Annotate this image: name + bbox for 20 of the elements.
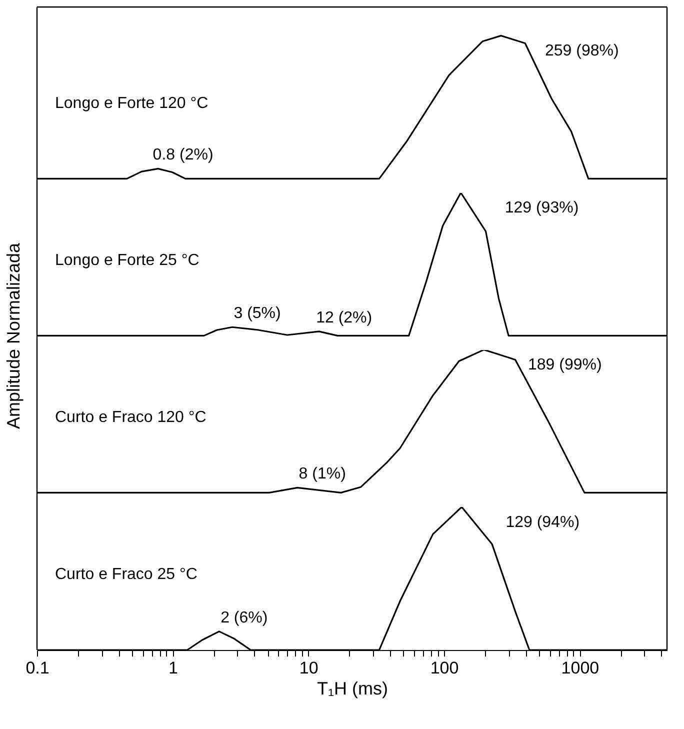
annotation: Longo e Forte 120 °C	[55, 94, 208, 112]
annotation: Longo e Forte 25 °C	[55, 252, 200, 269]
y-axis-title: Amplitude Normalizada	[4, 242, 24, 430]
x-axis-title: T₁H (ms)	[316, 678, 388, 698]
x-tick-label: 1	[168, 658, 178, 678]
annotation: Curto e Fraco 25 °C	[55, 566, 198, 584]
annotation: 2 (6%)	[220, 609, 268, 626]
annotation: 0.8 (2%)	[152, 146, 214, 164]
x-tick-label: 10	[299, 658, 318, 678]
annotation: 3 (5%)	[234, 305, 281, 322]
annotation: 189 (99%)	[528, 356, 602, 374]
x-tick-label: 1000	[561, 658, 600, 678]
annotation: Curto e Fraco 120 °C	[55, 408, 206, 426]
annotation: 129 (93%)	[504, 200, 579, 217]
x-tick-label: 0.1	[26, 658, 50, 678]
annotation: 129 (94%)	[506, 514, 580, 531]
annotation: 259 (98%)	[545, 42, 619, 60]
annotation: 8 (1%)	[298, 466, 346, 483]
annotation: 12 (2%)	[316, 309, 372, 326]
x-tick-label: 100	[430, 658, 459, 678]
